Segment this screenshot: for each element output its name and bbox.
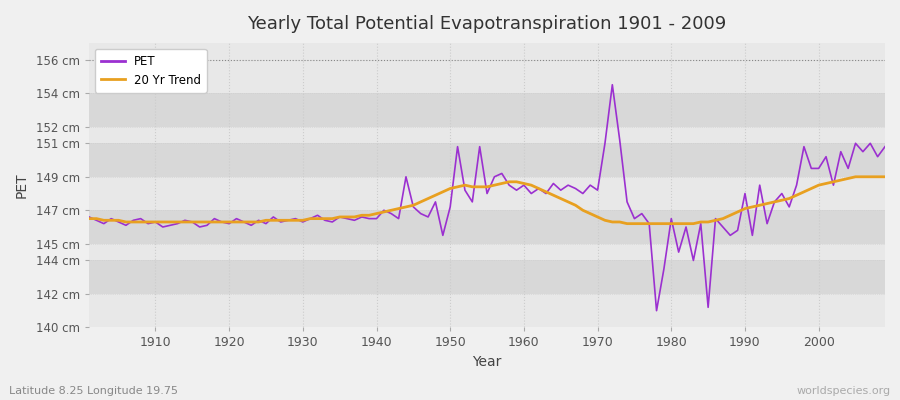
Bar [89, 143, 885, 177]
Legend: PET, 20 Yr Trend: PET, 20 Yr Trend [95, 49, 207, 92]
Text: worldspecies.org: worldspecies.org [796, 386, 891, 396]
Bar [89, 244, 885, 260]
Y-axis label: PET: PET [15, 172, 29, 198]
Bar [89, 93, 885, 126]
Bar [89, 177, 885, 210]
X-axis label: Year: Year [472, 355, 501, 369]
Bar [89, 210, 885, 244]
Title: Yearly Total Potential Evapotranspiration 1901 - 2009: Yearly Total Potential Evapotranspiratio… [248, 15, 726, 33]
Bar [89, 260, 885, 294]
Bar [89, 294, 885, 328]
Bar [89, 60, 885, 93]
Text: Latitude 8.25 Longitude 19.75: Latitude 8.25 Longitude 19.75 [9, 386, 178, 396]
Bar [89, 126, 885, 143]
